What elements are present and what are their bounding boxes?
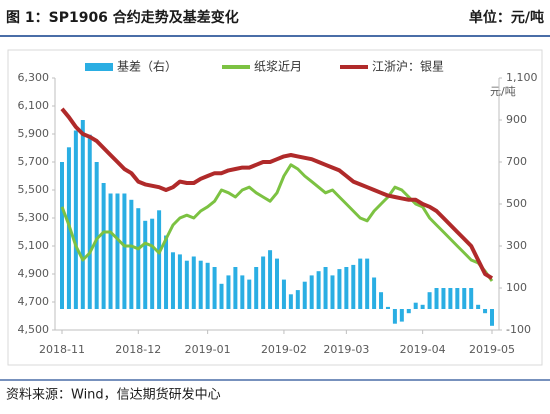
y2-tick-label: 1,100 (506, 71, 538, 84)
y-tick-label: 5,700 (18, 155, 50, 168)
bar (295, 290, 300, 309)
x-tick-label: 2018-12 (115, 343, 161, 356)
chart-title: 图 1：SP1906 合约走势及基差变化 (6, 9, 239, 26)
bar (157, 210, 162, 309)
bar (233, 267, 238, 309)
bar (358, 258, 363, 309)
y-tick-label: 6,300 (18, 71, 50, 84)
bar (448, 288, 453, 309)
bar (490, 309, 494, 326)
bar (268, 250, 273, 309)
bar (455, 288, 460, 309)
bar (330, 275, 335, 309)
y-tick-label: 6,100 (18, 99, 50, 112)
x-tick-label: 2019-05 (469, 343, 515, 356)
bar (302, 281, 307, 309)
bar (150, 218, 155, 309)
bar (240, 275, 245, 309)
y2-axis-label: 元/吨 (490, 85, 516, 98)
legend-label: 纸浆近月 (254, 59, 302, 74)
x-tick-label: 2018-11 (39, 343, 85, 356)
bar (441, 288, 446, 309)
y2-tick-label: 100 (506, 281, 527, 294)
bar (427, 292, 432, 309)
bar (205, 262, 210, 309)
y2-tick-label: -100 (506, 323, 531, 336)
bar (164, 235, 169, 309)
bar (87, 134, 92, 309)
bar (281, 279, 286, 309)
bar (420, 304, 425, 309)
x-tick-label: 2019-02 (261, 343, 307, 356)
line (60, 107, 494, 280)
legend-swatch (85, 63, 113, 71)
legend-label: 江浙沪：银星 (372, 60, 444, 74)
bar (372, 277, 377, 309)
bar (413, 302, 418, 309)
x-tick-label: 2019-04 (400, 343, 446, 356)
bar (247, 279, 252, 309)
line (60, 163, 494, 282)
bar (184, 260, 189, 309)
bar (288, 294, 293, 309)
bar (379, 292, 384, 309)
bar (392, 309, 397, 324)
bar (60, 162, 64, 309)
bar (170, 252, 175, 309)
bar (177, 254, 182, 309)
x-tick-label: 2019-03 (323, 343, 369, 356)
bar (261, 256, 266, 309)
bar (323, 267, 328, 309)
y-tick-label: 5,500 (18, 183, 50, 196)
bar (254, 267, 259, 309)
bar (94, 162, 99, 309)
bar (462, 288, 467, 309)
bar (434, 288, 439, 309)
y-tick-label: 5,900 (18, 127, 50, 140)
bar (198, 260, 203, 309)
bar (406, 309, 411, 314)
bar (351, 264, 356, 309)
bar (275, 258, 279, 309)
bar (476, 304, 481, 309)
bar (309, 275, 314, 309)
bar (399, 309, 404, 322)
bar (101, 183, 106, 309)
y2-tick-label: 700 (506, 155, 527, 168)
unit: 单位：元/吨 (469, 9, 544, 26)
legend-label: 基差（右） (117, 59, 177, 74)
y2-tick-label: 300 (506, 239, 527, 252)
bar (129, 199, 134, 309)
bar (212, 267, 217, 309)
bar (143, 220, 148, 309)
bar (108, 193, 113, 309)
bar (136, 208, 141, 309)
bar (365, 258, 370, 309)
bar (80, 120, 85, 309)
bar (73, 130, 78, 309)
bar (337, 269, 342, 309)
y-tick-label: 5,100 (18, 239, 50, 252)
y2-tick-label: 900 (506, 113, 527, 126)
y2-tick-label: 500 (506, 197, 527, 210)
bar (469, 288, 474, 309)
y-tick-label: 4,900 (18, 267, 50, 280)
bar (226, 275, 231, 309)
bar (344, 267, 349, 309)
bar (385, 306, 390, 309)
bar (219, 283, 224, 309)
bar (115, 193, 120, 309)
bar (316, 271, 321, 309)
bar (191, 256, 196, 309)
y-tick-label: 4,700 (18, 295, 50, 308)
source: 资料来源：Wind，信达期货研发中心 (6, 387, 221, 403)
x-tick-label: 2019-01 (185, 343, 231, 356)
y-tick-label: 4,500 (18, 323, 50, 336)
bar (483, 309, 488, 314)
y-tick-label: 5,300 (18, 211, 50, 224)
bar (122, 193, 127, 309)
